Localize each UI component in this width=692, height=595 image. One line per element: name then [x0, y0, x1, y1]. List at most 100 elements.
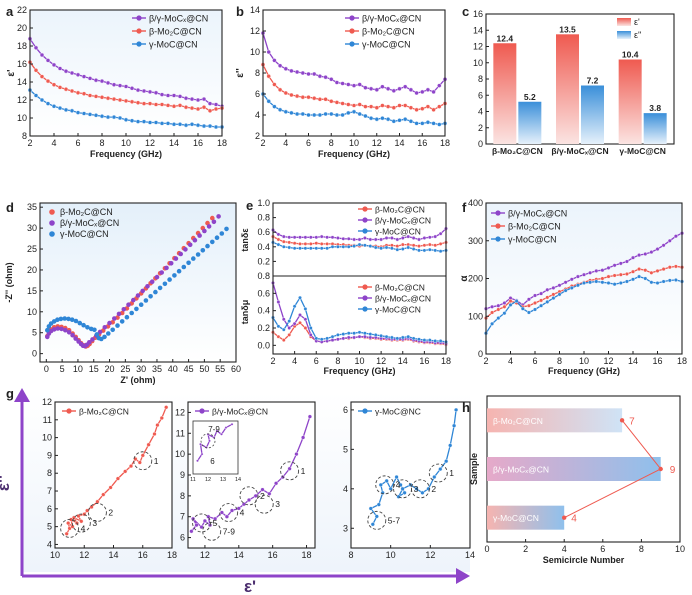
f-b-point	[496, 307, 501, 312]
h-bar-value-label: 9	[670, 465, 676, 476]
g-semicircle-number: 4	[240, 508, 245, 518]
b-g-point	[289, 110, 294, 116]
e-bottom-g-point	[352, 331, 356, 336]
x-tick-label: 15	[89, 364, 99, 374]
b-b-point	[351, 103, 357, 108]
y-tick-label: 10	[27, 307, 37, 317]
d-g-point	[85, 325, 90, 330]
e-top-legend-bg-swatch-dot	[362, 217, 368, 223]
x-tick-label: 12	[603, 356, 613, 366]
e-top-bg-point	[411, 236, 416, 240]
y-tick-label: 8	[255, 68, 260, 78]
d-g-point	[153, 289, 158, 295]
g-bg-point	[253, 493, 258, 498]
g-legend-b: β-Mo₂C@CN	[79, 407, 129, 417]
g-semicircle-marker	[410, 479, 430, 499]
f-g-point	[575, 283, 580, 288]
e-top-g-point	[314, 246, 319, 251]
y-tick-label: 1.0	[257, 198, 270, 208]
d-g-point	[55, 317, 60, 323]
e-bottom-bg-point	[362, 334, 367, 339]
g-inset-bg-point	[199, 442, 202, 446]
b-b-point	[397, 103, 402, 108]
f-b-point	[600, 276, 605, 281]
y-tick-label: 18	[17, 41, 27, 51]
g-semicircle-marker	[393, 479, 413, 499]
y-tick-label: 400	[468, 198, 483, 208]
a-g-point	[63, 107, 69, 113]
a-b-point	[207, 108, 213, 114]
y-tick-label: 100	[468, 311, 483, 321]
y-tick-label: 6	[343, 405, 348, 415]
h-bar	[487, 505, 565, 530]
c-category-label: γ-MoC@CN	[619, 146, 666, 156]
b-bg-point	[266, 49, 271, 55]
g-bg-point	[301, 435, 306, 440]
f-g-point	[612, 282, 617, 287]
f-b-point	[643, 268, 648, 273]
e-bottom-bg-point	[287, 326, 292, 330]
f-bg-point	[631, 255, 636, 260]
f-bg-point	[600, 268, 605, 273]
d-bg-point	[211, 219, 217, 225]
g-semicircle-number: 1	[449, 468, 454, 478]
f-bg-point	[575, 274, 580, 279]
e-bottom-g-point	[373, 332, 378, 337]
g-semicircle-number: 5-7	[388, 515, 401, 525]
f-bg-point	[526, 297, 531, 302]
e-bottom-g-point	[276, 324, 281, 329]
a-g-point	[69, 108, 75, 114]
b-bg-point	[294, 69, 300, 75]
d-b-point	[210, 215, 215, 221]
a-b-point	[99, 95, 105, 100]
a-legend-bg-swatch-dot	[136, 15, 142, 21]
d-g-point	[45, 327, 50, 333]
x-tick-label: 8	[557, 356, 562, 366]
b-bg-point	[300, 70, 305, 76]
g-semicircle-number: 2	[260, 491, 265, 501]
g-x-arrow-head	[456, 568, 470, 584]
y-tick-label: 30	[27, 223, 37, 233]
e-top-legend-b: β-Mo₂C@CN	[375, 205, 425, 215]
d-bg-point	[140, 288, 145, 294]
e-bottom-legend-g-swatch-dot	[362, 306, 368, 312]
g-b-point	[85, 508, 90, 513]
e-bottom-g-point	[346, 331, 351, 336]
d-bg-point	[51, 327, 57, 332]
x-tick-label: 18	[677, 356, 687, 366]
g-bg-point	[224, 514, 229, 519]
e-bottom-bg-point	[281, 317, 286, 322]
d-bg-point	[173, 256, 179, 261]
f-b-point	[667, 265, 672, 270]
f-g-point	[526, 310, 531, 315]
e-bottom-legend-bg: β/γ-MoCₓ@CN	[375, 294, 431, 304]
x-tick-label: 2	[27, 138, 32, 148]
g-semicircle-marker	[239, 486, 259, 506]
e-bottom-g-point	[417, 337, 421, 342]
f-g-point	[496, 316, 501, 321]
g-bg-point	[213, 516, 218, 521]
g-semicircle-marker	[87, 502, 107, 522]
y-tick-label: 5	[47, 522, 52, 532]
x-tick-label: 18	[302, 550, 312, 560]
b-bg-point	[283, 66, 288, 72]
a-g-point	[153, 120, 159, 125]
d-g-point	[210, 239, 215, 245]
d-legend-bg: β/γ-MoCₓ@CN	[60, 218, 119, 228]
b-bg-point	[277, 63, 283, 68]
a-bg-point	[183, 95, 189, 101]
g-y-axis-label: ε''	[0, 475, 13, 491]
y-tick-label: 7	[47, 486, 52, 496]
g-inset-x-tick: 11	[190, 477, 196, 483]
f-b-point	[490, 310, 495, 315]
d-bg-point	[216, 214, 221, 219]
f-bg-point	[649, 250, 654, 255]
b-g-point	[357, 111, 362, 117]
y-tick-label: 0.2	[257, 323, 270, 333]
x-tick-label: 10	[579, 356, 589, 366]
e-top-legend-g-swatch-dot	[362, 228, 368, 234]
e-top-g-point	[352, 244, 356, 249]
y-tick-label: 15	[27, 286, 37, 296]
e-top-bg-point	[276, 232, 281, 237]
f-bg-point	[588, 270, 593, 275]
